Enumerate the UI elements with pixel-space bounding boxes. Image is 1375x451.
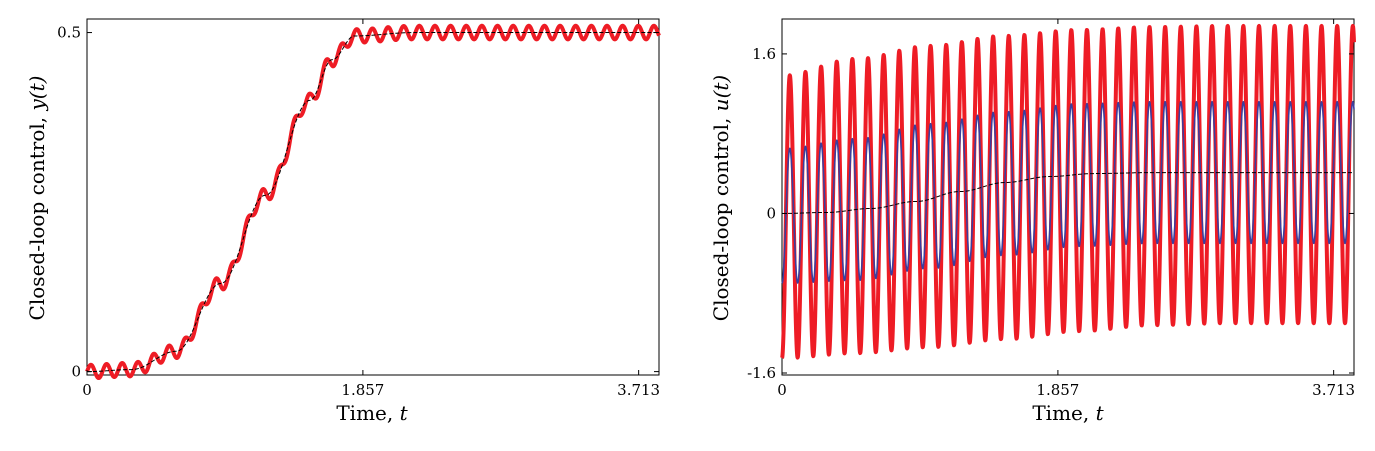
series-line-0 xyxy=(86,32,660,373)
y-tick-label: 1.6 xyxy=(752,45,776,63)
series-line-1 xyxy=(85,23,661,381)
y-axis-label: Closed-loop control, u(t) xyxy=(709,75,733,321)
x-axis-label: Time, t xyxy=(336,401,408,425)
x-tick-label: 0 xyxy=(777,381,787,399)
y-tick-label: 0.5 xyxy=(57,24,81,42)
y-tick-label: 0 xyxy=(766,204,776,222)
plot-frame xyxy=(86,18,660,376)
series-line-2 xyxy=(781,172,1355,214)
y-tick-label: -1.6 xyxy=(747,364,776,382)
x-tick-label: 0 xyxy=(82,381,92,399)
x-axis-label: Time, t xyxy=(1032,401,1104,425)
right-chart: 0 1.857 3.713-1.601.6 Time, t Closed-loop … xyxy=(709,18,1356,425)
y-axis-label: Closed-loop control, y(t) xyxy=(25,76,49,321)
x-tick-label: 3.713 xyxy=(1312,381,1355,399)
series-line-0 xyxy=(780,23,1356,360)
left-chart: 0 1.857 3.713 0 0.5 Time, t Closed-loop cont… xyxy=(25,18,661,425)
y-tick-label: 0 xyxy=(71,363,81,381)
x-tick-label: 1.857 xyxy=(341,381,384,399)
x-tick-label: 1.857 xyxy=(1036,381,1079,399)
series-line-1 xyxy=(781,100,1355,284)
plot-frame xyxy=(781,18,1355,376)
x-tick-label: 3.713 xyxy=(617,381,660,399)
